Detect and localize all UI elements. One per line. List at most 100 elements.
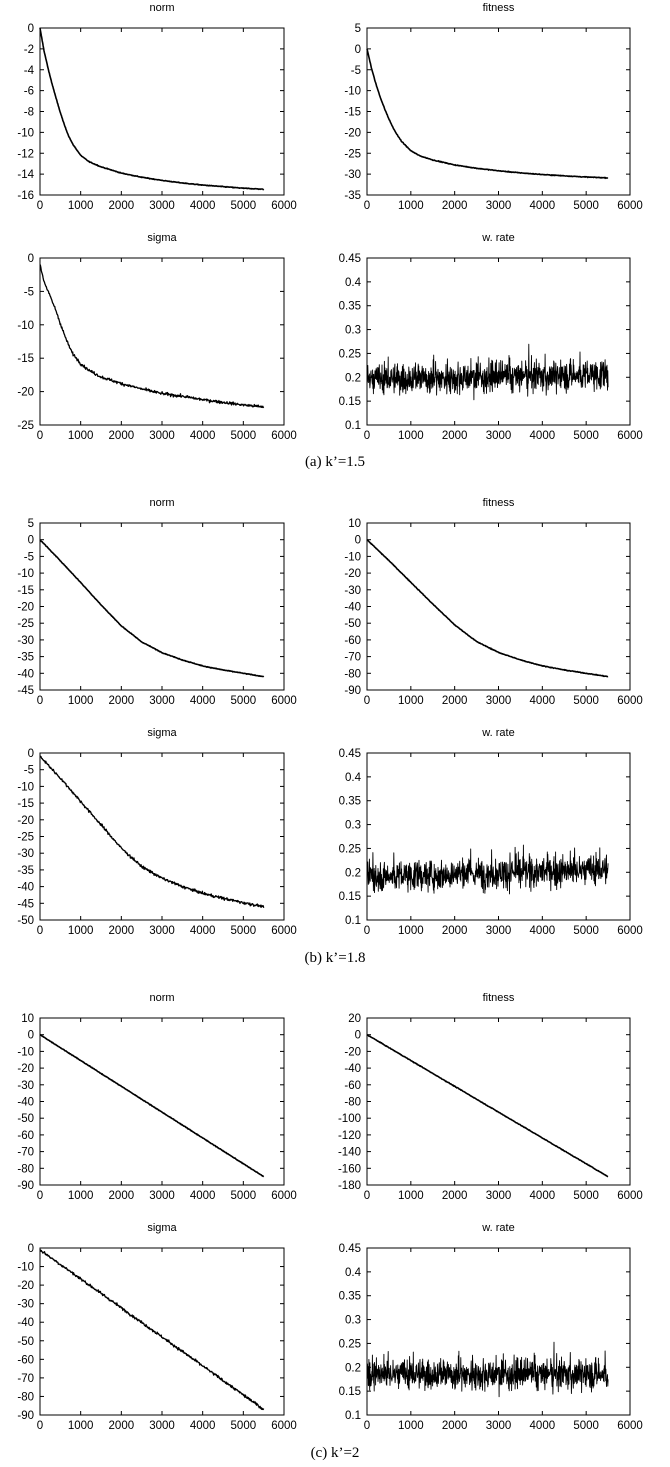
x-tick-label: 1000 <box>68 1190 94 1202</box>
x-tick-label: 2000 <box>109 925 135 937</box>
x-tick-label: 1000 <box>398 430 424 442</box>
y-tick-label: -15 <box>17 798 34 810</box>
y-tick-label: -90 <box>17 1410 34 1422</box>
x-tick-label: 3000 <box>149 925 175 937</box>
y-tick-label: -20 <box>17 1063 34 1075</box>
x-tick-label: 0 <box>364 1420 370 1432</box>
plot-frame <box>39 522 285 691</box>
y-tick-label: 0.15 <box>339 396 361 408</box>
y-tick-label: -45 <box>17 685 34 697</box>
plot-frame <box>366 1247 631 1416</box>
y-tick-label: -30 <box>344 169 361 181</box>
y-tick-label: 0.45 <box>339 748 361 760</box>
series-line <box>366 844 609 895</box>
series-line <box>39 539 265 678</box>
y-tick-label: -14 <box>17 169 34 181</box>
x-tick-label: 6000 <box>617 200 643 212</box>
x-tick-label: 2000 <box>109 200 135 212</box>
x-tick-label: 4000 <box>190 1190 216 1202</box>
y-tick-label: 10 <box>21 1013 34 1025</box>
x-tick-label: 5000 <box>573 200 599 212</box>
y-tick-label: -60 <box>344 635 361 647</box>
x-tick-label: 3000 <box>149 1420 175 1432</box>
series-line <box>39 1249 265 1411</box>
y-tick-label: -10 <box>17 127 34 139</box>
x-tick-label: 0 <box>37 925 43 937</box>
y-tick-label: 0 <box>28 748 34 760</box>
y-tick-label: -35 <box>17 652 34 664</box>
y-tick-label: -180 <box>338 1180 361 1192</box>
plot-frame <box>39 27 285 196</box>
x-tick-label: 1000 <box>398 200 424 212</box>
chart-panel: w. rate 0 1000 2000 3000 4000 5000 6000 0.1 0.15 0… <box>339 232 643 442</box>
y-tick-label: -140 <box>338 1147 361 1159</box>
y-tick-label: 5 <box>355 23 361 35</box>
y-tick-label: 0 <box>355 535 361 547</box>
y-tick-label: 0 <box>28 253 34 265</box>
y-tick-label: -40 <box>17 1097 34 1109</box>
x-tick-label: 2000 <box>442 1420 468 1432</box>
x-tick-label: 0 <box>364 430 370 442</box>
x-tick-label: 6000 <box>271 1190 297 1202</box>
x-tick-label: 0 <box>364 925 370 937</box>
x-tick-label: 5000 <box>231 925 257 937</box>
y-tick-label: -40 <box>344 602 361 614</box>
x-tick-label: 0 <box>37 430 43 442</box>
y-tick-label: 0.1 <box>345 915 361 927</box>
y-tick-label: 0.1 <box>345 1410 361 1422</box>
y-tick-label: 0.1 <box>345 420 361 432</box>
x-tick-label: 2000 <box>442 200 468 212</box>
x-tick-label: 4000 <box>190 200 216 212</box>
y-tick-label: 0 <box>28 23 34 35</box>
y-tick-label: 0 <box>28 1243 34 1255</box>
x-tick-label: 3000 <box>149 695 175 707</box>
x-tick-label: 1000 <box>398 1190 424 1202</box>
y-tick-label: 0.15 <box>339 1386 361 1398</box>
y-tick-label: -40 <box>17 1317 34 1329</box>
chart-title: w. rate <box>481 232 514 244</box>
y-tick-label: -10 <box>344 86 361 98</box>
x-tick-label: 2000 <box>442 430 468 442</box>
y-tick-label: 0.4 <box>345 772 362 784</box>
y-tick-label: -15 <box>17 585 34 597</box>
chart-title: norm <box>149 992 174 1004</box>
x-tick-label: 5000 <box>231 200 257 212</box>
y-tick-label: -20 <box>344 127 361 139</box>
y-tick-label: -90 <box>17 1180 34 1192</box>
plot-frame <box>39 257 285 426</box>
x-tick-label: 3000 <box>486 695 512 707</box>
x-tick-label: 2000 <box>442 925 468 937</box>
y-tick-label: -60 <box>17 1130 34 1142</box>
x-tick-label: 5000 <box>573 695 599 707</box>
x-tick-label: 1000 <box>68 695 94 707</box>
y-tick-label: 0 <box>28 535 34 547</box>
figure-caption: (c) k’=2 <box>311 1445 360 1461</box>
series-line <box>39 1034 265 1178</box>
x-tick-label: 2000 <box>109 695 135 707</box>
y-tick-label: -20 <box>17 387 34 399</box>
y-tick-label: -40 <box>17 882 34 894</box>
y-tick-label: -60 <box>17 1354 34 1366</box>
y-tick-label: 0 <box>355 44 361 56</box>
y-tick-label: -10 <box>17 320 34 332</box>
chart-title: w. rate <box>481 1222 514 1234</box>
y-tick-label: 0 <box>355 1030 361 1042</box>
y-tick-label: -120 <box>338 1130 361 1142</box>
chart-panel: w. rate 0 1000 2000 3000 4000 5000 6000 0.1 0.15 0… <box>339 1222 643 1432</box>
y-tick-label: -10 <box>17 781 34 793</box>
y-tick-label: -30 <box>17 1080 34 1092</box>
x-tick-label: 5000 <box>573 925 599 937</box>
chart-panel: fitness 0 1000 2000 3000 4000 5000 6000 -180 -160… <box>338 992 643 1202</box>
y-tick-label: -20 <box>17 1280 34 1292</box>
chart-panel: w. rate 0 1000 2000 3000 4000 5000 6000 0.1 0.15 0… <box>339 727 643 937</box>
y-tick-label: 0.45 <box>339 253 361 265</box>
chart-panel: fitness 0 1000 2000 3000 4000 5000 6000 -35 -30 -2… <box>344 2 642 212</box>
x-tick-label: 3000 <box>486 200 512 212</box>
plot-frame <box>366 522 631 691</box>
series-line <box>39 755 265 908</box>
y-tick-label: 20 <box>348 1013 361 1025</box>
x-tick-label: 1000 <box>68 1420 94 1432</box>
figure-caption: (a) k’=1.5 <box>305 454 365 470</box>
